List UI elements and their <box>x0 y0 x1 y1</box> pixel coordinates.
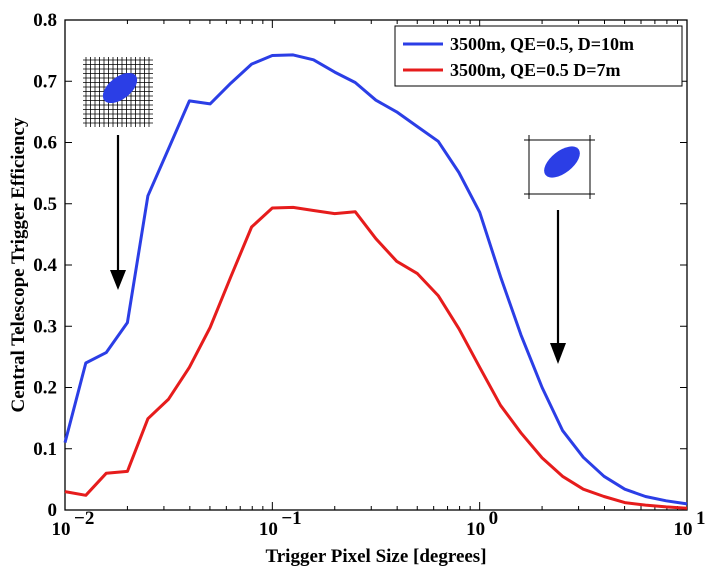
y-tick-label: 0.5 <box>33 194 57 215</box>
coarse-pixel-camera-inset <box>524 135 595 199</box>
x-tick-label: 10 <box>674 519 693 540</box>
x-tick-label: 10 <box>466 519 485 540</box>
x-tick-exponent: 0 <box>489 508 499 529</box>
x-tick-exponent: 1 <box>696 508 706 529</box>
y-tick-label: 0.3 <box>33 316 57 337</box>
y-tick-label: 0.2 <box>33 378 57 399</box>
y-tick-label: 0.1 <box>33 439 57 460</box>
y-axis: 0 0.1 0.2 0.3 0.4 0.5 0.6 0.7 0.8 <box>33 10 687 521</box>
y-tick-label: 0.8 <box>33 10 57 31</box>
series-line-1 <box>63 53 688 506</box>
series-line-2 <box>64 205 688 510</box>
y-tick-label: 0.4 <box>33 255 57 276</box>
x-tick-label: 10 <box>259 519 278 540</box>
series-layer <box>63 53 688 510</box>
arrow-down-icon <box>110 135 126 290</box>
x-tick-label: 10 <box>52 519 71 540</box>
x-tick-exponent: −1 <box>281 508 301 529</box>
shower-ellipse-icon <box>544 146 580 178</box>
legend-label-series-2: 3500m, QE=0.5 D=7m <box>450 60 621 80</box>
shower-ellipse-icon <box>102 72 138 104</box>
legend-box <box>394 25 683 87</box>
y-axis-title: Central Telescope Trigger Efficiency <box>8 117 29 412</box>
y-tick-label: 0.7 <box>33 71 57 92</box>
legend-label-series-1: 3500m, QE=0.5, D=10m <box>450 34 634 54</box>
y-tick-label: 0.6 <box>33 133 57 154</box>
plot-frame <box>64 19 688 511</box>
x-axis-title: Trigger Pixel Size [degrees] <box>265 546 486 567</box>
legend: 3500m, QE=0.5, D=10m 3500m, QE=0.5 D=7m <box>394 25 683 87</box>
arrow-down-icon <box>550 210 566 364</box>
y-tick-label: 0 <box>48 500 58 521</box>
x-tick-exponent: −2 <box>74 508 94 529</box>
fine-grid-pixel-camera-inset <box>83 57 153 127</box>
